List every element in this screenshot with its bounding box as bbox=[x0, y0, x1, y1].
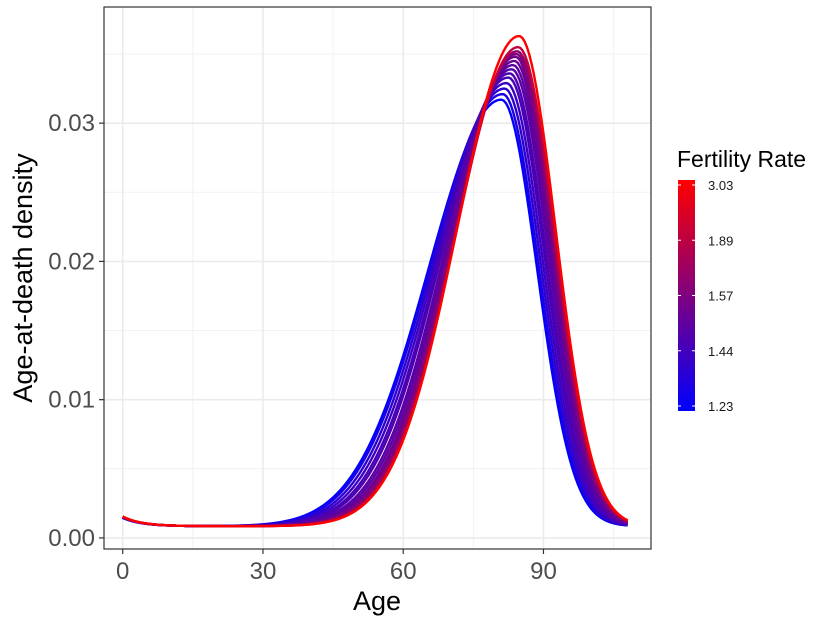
legend-labels: 3.03 1.89 1.57 1.44 1.23 bbox=[678, 178, 733, 414]
density-curves bbox=[122, 34, 629, 528]
legend-label: 1.23 bbox=[708, 399, 733, 414]
x-tick-label: 0 bbox=[116, 558, 129, 585]
grid-lines bbox=[104, 7, 651, 549]
x-tick-label: 90 bbox=[530, 558, 557, 585]
legend-label: 1.44 bbox=[708, 344, 733, 359]
legend: Fertility Rate 3.03 1.89 1.57 1.44 1.23 bbox=[677, 146, 806, 414]
density-curve bbox=[122, 34, 629, 528]
legend-label: 1.57 bbox=[708, 289, 733, 304]
x-tick-label: 60 bbox=[390, 558, 417, 585]
x-tick-label: 30 bbox=[250, 558, 277, 585]
y-axis-ticks: 0.00 0.01 0.02 0.03 bbox=[48, 110, 104, 552]
legend-colorbar bbox=[678, 180, 695, 411]
legend-label: 3.03 bbox=[708, 178, 733, 193]
plot-border bbox=[103, 6, 652, 550]
y-tick-label: 0.00 bbox=[48, 525, 95, 552]
legend-title: Fertility Rate bbox=[677, 146, 806, 172]
y-tick-label: 0.01 bbox=[48, 387, 95, 414]
y-tick-label: 0.02 bbox=[48, 248, 95, 275]
y-tick-label: 0.03 bbox=[48, 110, 95, 137]
x-axis-ticks: 0 30 60 90 bbox=[116, 549, 557, 585]
x-axis-title: Age bbox=[353, 586, 401, 616]
y-axis-title: Age-at-death density bbox=[8, 153, 38, 403]
legend-label: 1.89 bbox=[708, 233, 733, 248]
